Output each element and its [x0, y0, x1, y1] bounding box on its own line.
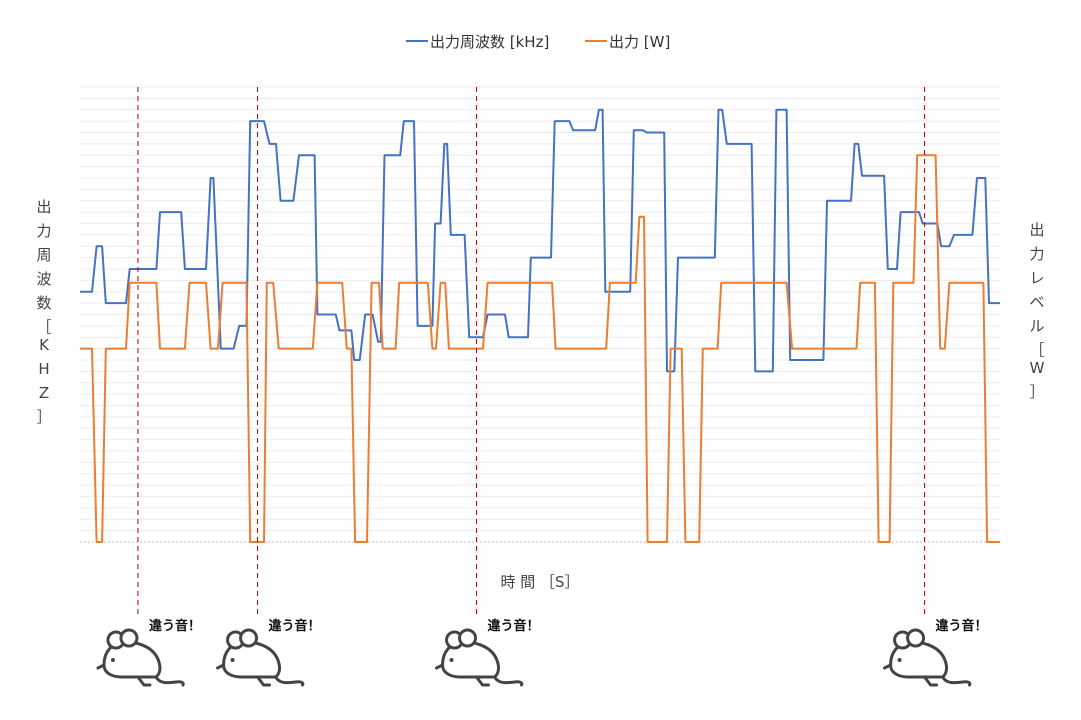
mouse-icon	[883, 628, 972, 687]
mouse-icon	[216, 628, 305, 687]
annotations: 違う音！ 違う音！ 違う音！ 違う音！	[96, 87, 988, 687]
annotation-note: 違う音！	[269, 618, 321, 634]
legend: 出力周波数 [kHz] 出力 [W]	[406, 33, 670, 51]
y-axis-title-right-text: 出力レベル［ W ］	[1029, 221, 1044, 401]
mouse-icon	[96, 628, 185, 687]
gridlines	[80, 86, 1000, 532]
series-line-power	[80, 154, 1000, 543]
annotation-note: 違う音！	[936, 618, 988, 634]
y-axis-title-left-text: 出力周波数［ K H Z ］	[36, 198, 51, 426]
series-line-frequency	[80, 108, 1000, 373]
legend-label-frequency: 出力周波数 [kHz]	[430, 33, 549, 51]
y-axis-title-right: 出力レベル［ W ］	[1029, 221, 1044, 401]
legend-label-power: 出力 [W]	[609, 33, 670, 51]
annotation-note: 違う音！	[149, 618, 201, 634]
x-axis-title: 時 間 ［S］	[500, 573, 579, 591]
annotation-note: 違う音！	[488, 618, 540, 634]
series-lines	[80, 108, 1000, 543]
mouse-icon	[435, 628, 524, 687]
y-axis-title-left: 出力周波数［ K H Z ］	[36, 198, 51, 426]
